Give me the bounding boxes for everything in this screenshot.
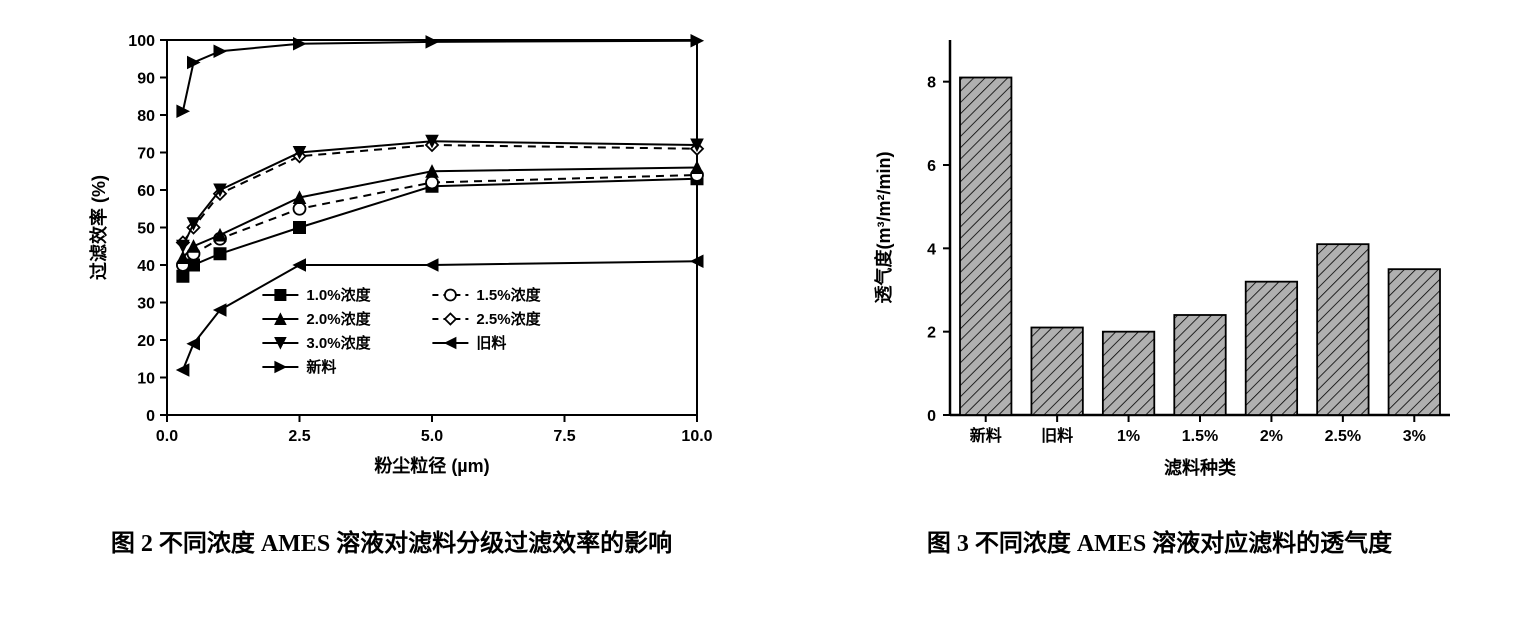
svg-text:滤料种类: 滤料种类 — [1164, 457, 1237, 478]
svg-text:80: 80 — [137, 108, 155, 125]
svg-text:4: 4 — [927, 241, 936, 258]
svg-text:8: 8 — [927, 75, 936, 92]
svg-text:70: 70 — [137, 146, 155, 163]
svg-text:20: 20 — [137, 333, 155, 350]
figure-container: 01020304050607080901000.02.55.07.510.0粉尘… — [20, 20, 1516, 558]
svg-text:2.5: 2.5 — [288, 428, 310, 445]
svg-text:3%: 3% — [1402, 428, 1425, 445]
svg-text:1.0%浓度: 1.0%浓度 — [306, 286, 371, 304]
svg-text:1.5%: 1.5% — [1181, 428, 1217, 445]
svg-text:40: 40 — [137, 258, 155, 275]
bar-chart: 0 2 4 6 8 新料 旧料 1% 1.5% 2% 2.5% 3% 滤料种类 透气度(m³/m²/min… — [850, 20, 1470, 495]
svg-text:新料: 新料 — [969, 426, 1001, 445]
svg-text:100: 100 — [128, 33, 155, 50]
svg-text:50: 50 — [137, 221, 155, 238]
svg-text:2: 2 — [927, 325, 936, 342]
svg-text:10.0: 10.0 — [681, 428, 712, 445]
line-chart-panel: 0 10 20 30 40 50 60 70 80 90 100 0.0 2.5 5.0 7.5 10.0 粉尘… — [67, 20, 717, 558]
svg-text:30: 30 — [137, 296, 155, 313]
svg-text:0: 0 — [146, 408, 155, 425]
svg-text:2%: 2% — [1259, 428, 1282, 445]
bar-chart-panel: 0 2 4 6 8 新料 旧料 1% 1.5% 2% 2.5% 3% 滤料种类 透气度(m³/m²/min… — [850, 20, 1470, 558]
svg-text:60: 60 — [137, 183, 155, 200]
svg-text:旧料: 旧料 — [476, 334, 506, 352]
svg-text:旧料: 旧料 — [1041, 426, 1073, 445]
svg-text:0: 0 — [927, 408, 936, 425]
svg-text:1%: 1% — [1117, 428, 1140, 445]
svg-text:7.5: 7.5 — [553, 428, 575, 445]
svg-text:透气度(m³/m²/min): 透气度(m³/m²/min) — [873, 152, 894, 304]
line-chart-caption: 图 2 不同浓度 AMES 溶液对滤料分级过滤效率的影响 — [111, 523, 672, 558]
svg-text:0.0: 0.0 — [155, 428, 177, 445]
svg-text:2.5%浓度: 2.5%浓度 — [476, 310, 541, 328]
svg-text:3.0%浓度: 3.0%浓度 — [306, 334, 371, 352]
svg-text:2.0%浓度: 2.0%浓度 — [306, 310, 371, 328]
svg-text:1.5%浓度: 1.5%浓度 — [476, 286, 541, 304]
svg-text:粉尘粒径 (µm): 粉尘粒径 (µm) — [374, 455, 489, 476]
svg-text:10: 10 — [137, 371, 155, 388]
line-chart: 0 10 20 30 40 50 60 70 80 90 100 0.0 2.5 5.0 7.5 10.0 粉尘… — [67, 20, 717, 495]
svg-text:5.0: 5.0 — [420, 428, 442, 445]
svg-text:过滤效率 (%): 过滤效率 (%) — [88, 175, 109, 280]
svg-text:新料: 新料 — [306, 358, 336, 376]
svg-text:2.5%: 2.5% — [1324, 428, 1360, 445]
bar-chart-caption: 图 3 不同浓度 AMES 溶液对应滤料的透气度 — [927, 523, 1392, 558]
svg-text:6: 6 — [927, 158, 936, 175]
svg-text:90: 90 — [137, 71, 155, 88]
